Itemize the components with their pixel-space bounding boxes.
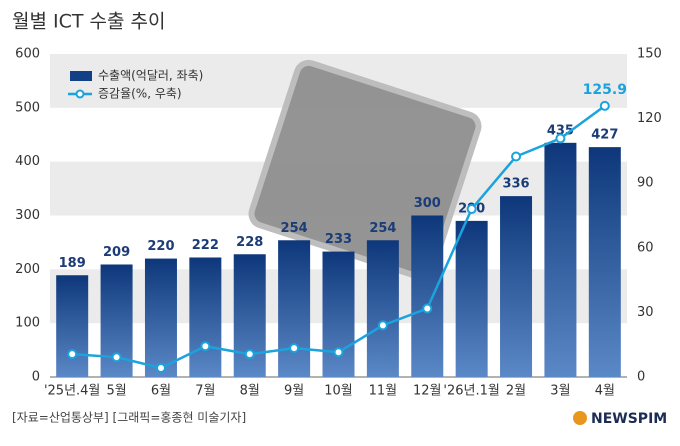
line-point [555, 133, 566, 144]
y2-tick-label: 30 [637, 305, 654, 320]
y-tick-label: 0 [32, 370, 40, 385]
bar [56, 275, 89, 377]
legend-label: 수출액(억달러, 좌축) [98, 69, 203, 83]
y-tick-label: 600 [15, 47, 40, 62]
line-point [333, 347, 344, 358]
source: [자료=산업통상부] [그래픽=홍종현 미술기자] [12, 411, 246, 425]
x-tick-label: 7월 [195, 384, 215, 399]
x-tick-label: 9월 [284, 384, 304, 399]
chart-title: 월별 ICT 수출 추이 [12, 11, 165, 33]
x-tick-label: '25년.4월 [44, 384, 100, 399]
legend-swatch [75, 89, 85, 99]
bar [544, 142, 577, 377]
y-tick-label: 200 [15, 262, 40, 277]
bar [366, 240, 399, 377]
line-point [466, 204, 477, 215]
x-tick-label: 8월 [240, 384, 260, 399]
bar-value-label: 228 [236, 235, 263, 250]
line-point [377, 320, 388, 331]
x-tick-label: 11월 [369, 384, 398, 399]
bar [500, 196, 533, 377]
bar-value-label: 189 [59, 256, 86, 271]
y2-tick-label: 0 [637, 370, 645, 385]
x-tick-label: 4월 [595, 384, 615, 399]
legend-swatch [70, 71, 92, 81]
line-point [422, 303, 433, 314]
logo-icon [573, 411, 587, 425]
line-point [511, 151, 522, 162]
bar [455, 220, 488, 377]
x-tick-label: 10월 [324, 384, 353, 399]
x-tick-label: 2월 [506, 384, 526, 399]
bar-value-label: 254 [281, 221, 308, 236]
line-point [155, 362, 166, 373]
line-point [200, 341, 211, 352]
bar-value-label: 222 [192, 238, 219, 253]
y2-tick-label: 120 [637, 111, 662, 126]
y2-tick-label: 90 [637, 176, 654, 191]
x-tick-label: 5월 [106, 384, 126, 399]
line-point [244, 349, 255, 360]
y-tick-label: 300 [15, 208, 40, 223]
bar [411, 215, 444, 377]
x-tick-label: 3월 [550, 384, 570, 399]
bar-value-label: 300 [414, 196, 441, 211]
line-value-label: 125.9 [583, 82, 627, 98]
bar-value-label: 254 [369, 221, 396, 236]
bar-value-label: 427 [591, 128, 618, 143]
bar-value-label: 233 [325, 232, 352, 247]
line-point [599, 100, 610, 111]
x-tick-label: 12월 [413, 384, 442, 399]
bar [189, 257, 222, 377]
bar [588, 147, 621, 377]
y2-tick-label: 150 [637, 47, 662, 62]
y-tick-label: 100 [15, 316, 40, 331]
line-point [111, 352, 122, 363]
bar-value-label: 336 [502, 177, 529, 192]
line-point [289, 343, 300, 354]
bar [144, 258, 177, 377]
line-point [67, 349, 78, 360]
bar [278, 240, 311, 377]
bar-value-label: 209 [103, 245, 130, 260]
y-tick-label: 500 [15, 100, 40, 115]
legend-label: 증감율(%, 우축) [98, 87, 182, 101]
x-tick-label: '26년.1월 [443, 384, 499, 399]
bar [322, 251, 355, 377]
bar-value-label: 220 [147, 239, 174, 254]
y2-tick-label: 60 [637, 240, 654, 255]
x-tick-label: 6월 [151, 384, 171, 399]
logo: NEWSPIM [591, 411, 667, 427]
y-tick-label: 400 [15, 154, 40, 169]
plot-area: 0 100 200 300 400 500 600 0 30 60 90 120 150 189 209 22… [15, 47, 662, 399]
